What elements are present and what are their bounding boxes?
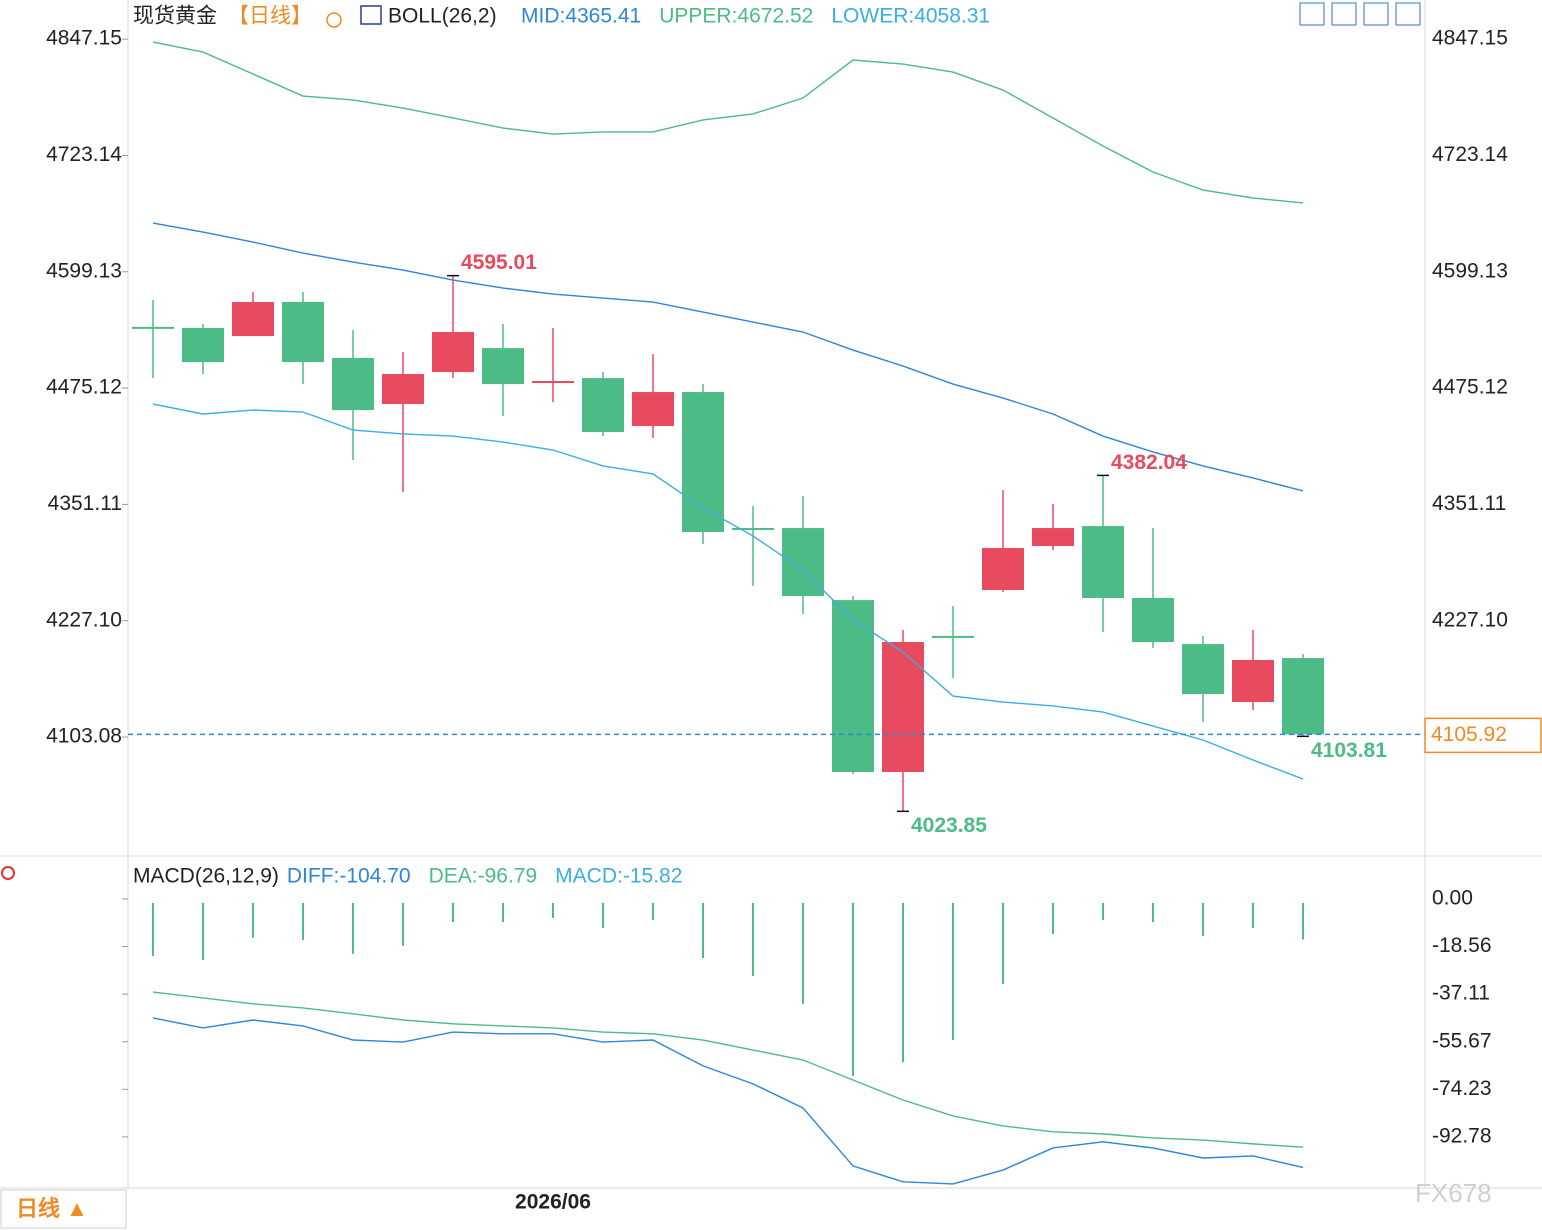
- candle-body: [1182, 644, 1224, 695]
- candle-body: [282, 302, 324, 363]
- candle-body: [782, 528, 824, 597]
- candle-body: [932, 635, 974, 638]
- extreme-label: 4023.85: [911, 814, 987, 837]
- indicator-name: BOLL(26,2): [388, 5, 497, 28]
- candle-body: [882, 642, 924, 772]
- toolbar[interactable]: [1299, 2, 1421, 26]
- candle-body: [382, 374, 424, 405]
- y-tick-label-right: 4847.15: [1432, 27, 1508, 50]
- boll-line: [152, 403, 1304, 780]
- candle-body: [732, 527, 774, 530]
- y-tick-label-right: -55.67: [1432, 1029, 1492, 1052]
- candle-body: [1032, 528, 1074, 547]
- y-tick-label: 4847.15: [46, 27, 122, 50]
- candle-body: [132, 326, 174, 329]
- y-tick-label: 4723.14: [46, 143, 122, 166]
- y-tick-label-right: -92.78: [1432, 1124, 1492, 1147]
- candle-body: [482, 348, 524, 385]
- candle-body: [1232, 660, 1274, 703]
- tool-button[interactable]: [1395, 2, 1421, 26]
- candle-body: [1132, 598, 1174, 643]
- period-button[interactable]: [0, 1189, 127, 1229]
- candle-body: [1282, 658, 1324, 735]
- legend-entry: DIFF:-104.70: [287, 865, 411, 888]
- add-icon: [326, 12, 342, 28]
- tool-button[interactable]: [1363, 2, 1389, 26]
- macd-line: [152, 1017, 1304, 1185]
- chart-title: MACD(26,12,9): [133, 865, 279, 888]
- y-tick-label-right: 0.00: [1432, 886, 1473, 909]
- y-tick-label: 4599.13: [46, 259, 122, 282]
- y-tick-label-right: 4351.11: [1432, 492, 1506, 515]
- candle-body: [332, 358, 374, 411]
- candle-body: [432, 332, 474, 373]
- legend-entry: DEA:-96.79: [429, 865, 538, 888]
- candle-body: [682, 392, 724, 532]
- y-tick-label-right: -37.11: [1432, 982, 1490, 1005]
- extreme-label: 4103.81: [1311, 739, 1387, 762]
- candle-body: [582, 378, 624, 433]
- last-price-label: 4105.92: [1431, 723, 1507, 746]
- y-tick-label-right: 4475.12: [1432, 376, 1508, 399]
- y-tick-label-right: 4599.13: [1432, 259, 1508, 282]
- macd-line: [152, 991, 1304, 1148]
- candle-body: [182, 327, 224, 363]
- indicator-icon: [360, 5, 382, 25]
- candle-body: [632, 392, 674, 426]
- last-price-box: [1424, 717, 1542, 754]
- watermark: FX678: [1415, 1178, 1492, 1208]
- chart-title: 现货黄金: [133, 5, 217, 28]
- x-tick-label: 2026/06: [515, 1191, 591, 1214]
- candle-body: [232, 302, 274, 337]
- legend-entry: MACD:-15.82: [555, 865, 682, 888]
- candle-body: [1082, 526, 1124, 599]
- extreme-label: 4382.04: [1111, 451, 1187, 474]
- candle-body: [982, 548, 1024, 591]
- y-tick-label: 4351.11: [48, 492, 122, 515]
- candle-body: [532, 380, 574, 383]
- settings-icon[interactable]: [1, 866, 15, 880]
- tool-button[interactable]: [1299, 2, 1325, 26]
- legend-entry: MID:4365.41: [521, 5, 641, 28]
- legend-entry: UPPER:4672.52: [659, 5, 813, 28]
- y-tick-label-right: 4723.14: [1432, 143, 1508, 166]
- boll-line: [152, 41, 1304, 204]
- y-tick-label: 4103.08: [46, 725, 122, 748]
- chart-subtitle: 【日线】: [228, 5, 312, 28]
- y-tick-label-right: -74.23: [1432, 1077, 1492, 1100]
- candle-body: [832, 600, 874, 772]
- y-tick-label: 4475.12: [46, 376, 122, 399]
- y-tick-label-right: 4227.10: [1432, 608, 1508, 631]
- boll-line: [152, 222, 1304, 492]
- y-tick-label: 4227.10: [46, 608, 122, 631]
- y-tick-label-right: -18.56: [1432, 934, 1492, 957]
- extreme-label: 4595.01: [461, 251, 537, 274]
- period-label[interactable]: 日线 ▲: [16, 1196, 88, 1221]
- legend-entry: LOWER:4058.31: [831, 5, 990, 28]
- tool-button[interactable]: [1331, 2, 1357, 26]
